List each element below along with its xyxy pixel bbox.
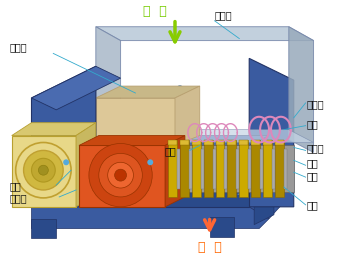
Text: 转动: 转动 (307, 118, 318, 128)
Circle shape (63, 160, 69, 166)
Polygon shape (215, 140, 224, 146)
Polygon shape (96, 28, 314, 41)
Text: 减速机: 减速机 (10, 192, 27, 202)
Text: 筛网: 筛网 (307, 199, 318, 209)
Polygon shape (81, 146, 249, 207)
Text: 排  出: 排 出 (198, 240, 221, 253)
Circle shape (24, 151, 63, 190)
Polygon shape (224, 150, 228, 189)
Polygon shape (81, 166, 284, 195)
Circle shape (99, 154, 142, 197)
Text: 下定刀: 下定刀 (307, 99, 324, 108)
Polygon shape (249, 59, 294, 207)
Polygon shape (96, 87, 200, 99)
Text: HENGJ: HENGJ (193, 176, 246, 194)
Polygon shape (284, 150, 287, 189)
Circle shape (16, 143, 71, 198)
Polygon shape (189, 150, 192, 189)
Polygon shape (272, 150, 275, 189)
Polygon shape (180, 140, 189, 197)
Polygon shape (165, 146, 294, 192)
Polygon shape (236, 150, 239, 189)
Text: 电机: 电机 (10, 180, 22, 190)
Polygon shape (260, 150, 263, 189)
Circle shape (127, 91, 133, 97)
Circle shape (114, 170, 127, 181)
Circle shape (32, 159, 55, 182)
Polygon shape (228, 140, 236, 146)
Polygon shape (175, 87, 200, 146)
Polygon shape (251, 140, 260, 197)
Polygon shape (192, 140, 201, 146)
Polygon shape (215, 140, 224, 197)
Polygon shape (79, 136, 185, 146)
Polygon shape (204, 140, 213, 197)
Polygon shape (32, 207, 269, 229)
Polygon shape (76, 123, 96, 207)
Circle shape (38, 166, 48, 176)
Polygon shape (251, 140, 260, 146)
Circle shape (89, 144, 152, 207)
Polygon shape (168, 140, 177, 146)
Polygon shape (213, 150, 215, 189)
Polygon shape (180, 140, 189, 146)
Text: 推料箱: 推料箱 (10, 42, 27, 52)
Polygon shape (12, 123, 96, 136)
Polygon shape (263, 140, 272, 197)
Circle shape (147, 160, 153, 166)
Polygon shape (254, 197, 274, 225)
Text: 移动: 移动 (164, 146, 176, 156)
Polygon shape (249, 184, 289, 219)
Polygon shape (32, 67, 120, 110)
Polygon shape (79, 146, 165, 207)
Polygon shape (263, 140, 272, 146)
Text: 上定刀: 上定刀 (307, 143, 324, 153)
Polygon shape (289, 28, 314, 153)
Polygon shape (177, 150, 180, 189)
Polygon shape (201, 150, 204, 189)
Polygon shape (275, 140, 284, 146)
Text: 动刀: 动刀 (307, 170, 318, 180)
Polygon shape (96, 130, 314, 143)
Polygon shape (81, 136, 269, 146)
Polygon shape (209, 217, 234, 236)
Polygon shape (32, 67, 96, 207)
Polygon shape (275, 140, 284, 197)
Polygon shape (228, 140, 236, 197)
Polygon shape (96, 99, 175, 146)
Polygon shape (248, 150, 251, 189)
Circle shape (108, 163, 133, 188)
Text: 恒吉: 恒吉 (201, 151, 238, 180)
Polygon shape (32, 219, 56, 239)
Polygon shape (165, 136, 185, 207)
Polygon shape (96, 28, 120, 143)
Polygon shape (192, 140, 201, 197)
Text: 进料斗: 进料斗 (215, 10, 232, 20)
Polygon shape (204, 140, 213, 146)
Polygon shape (239, 140, 248, 197)
Polygon shape (168, 140, 177, 197)
Polygon shape (239, 140, 248, 146)
Polygon shape (12, 136, 76, 207)
Circle shape (177, 86, 183, 92)
Text: 供  給: 供 給 (143, 5, 167, 18)
Text: 主轴: 主轴 (307, 158, 318, 168)
